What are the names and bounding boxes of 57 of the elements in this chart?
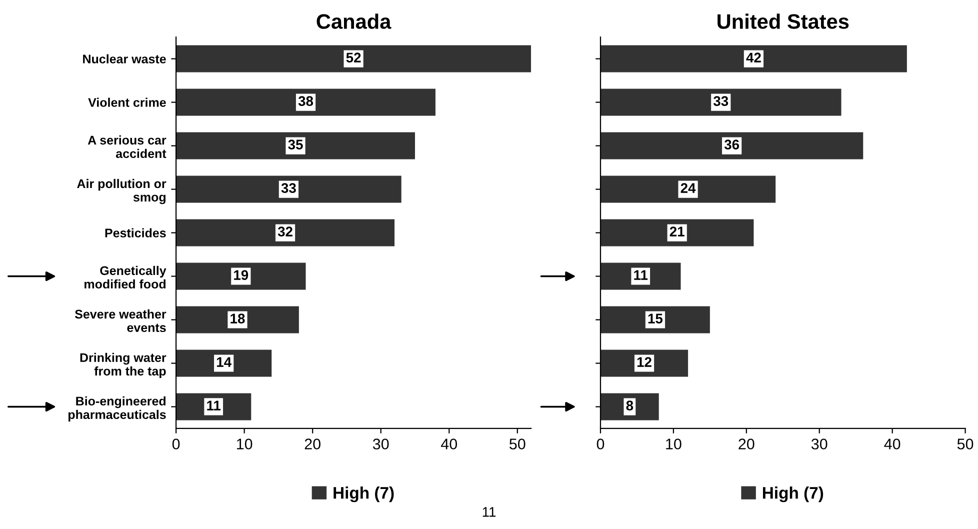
bar (176, 45, 532, 72)
bar (600, 132, 864, 160)
y-tick-label: Drinking water from the tap (80, 352, 166, 378)
y-tick-label: Nuclear waste (83, 54, 166, 64)
legend-label: High (7) (762, 486, 824, 502)
x-tick-label: 20 (304, 438, 320, 450)
x-tick-label: 40 (440, 438, 458, 450)
legend-label: High (7) (334, 486, 394, 502)
bar (600, 88, 842, 116)
y-tick-label: Air pollution or smog (77, 178, 166, 204)
data-label: 35 (288, 140, 303, 150)
data-label: 11 (634, 270, 648, 280)
y-tick-label: Genetically modified food (84, 266, 166, 289)
bar (600, 306, 710, 334)
data-label: 11 (207, 400, 221, 410)
bar (176, 219, 395, 246)
x-tick-label: 10 (236, 438, 252, 450)
x-tick-label: 10 (666, 438, 682, 450)
data-label: 38 (298, 96, 314, 106)
y-tick-label: Pesticides (105, 228, 166, 238)
y-tick-label: Bio-engineered pharmaceuticals (68, 396, 166, 422)
x-tick-label: 50 (510, 438, 526, 450)
data-label: 18 (230, 314, 245, 324)
data-label: 19 (234, 270, 248, 280)
x-tick-label: 50 (957, 438, 974, 450)
data-label: 33 (281, 183, 296, 194)
bar (176, 176, 402, 203)
bar (176, 88, 436, 116)
bar (176, 132, 415, 160)
bar (176, 262, 306, 290)
x-tick-label: 40 (884, 438, 900, 450)
data-label: 32 (278, 226, 292, 237)
x-tick-label: 30 (372, 438, 389, 450)
chart-title: United States (718, 14, 849, 29)
data-label: 14 (216, 357, 232, 367)
data-label: 42 (746, 52, 761, 62)
y-tick-label: Severe weather events (74, 309, 166, 332)
data-label: 21 (670, 226, 684, 236)
x-tick-label: 0 (596, 438, 604, 450)
data-label: 24 (680, 183, 696, 193)
bar (600, 176, 776, 203)
bar (176, 306, 299, 334)
data-label: 36 (724, 140, 740, 150)
data-label: 8 (626, 400, 634, 410)
text: 11 (482, 507, 496, 517)
bar (600, 219, 754, 246)
y-tick-label: A serious car accident (88, 135, 166, 158)
y-tick-label: Violent crime (88, 98, 166, 107)
x-tick-label: 20 (738, 438, 754, 450)
data-label: 12 (637, 357, 652, 367)
data-label: 15 (648, 314, 663, 324)
x-tick-label: 30 (811, 438, 828, 450)
bar (600, 45, 907, 72)
data-label: 33 (713, 96, 728, 106)
data-label: 52 (346, 52, 361, 63)
x-tick-label: 0 (172, 438, 180, 450)
chart-title: Canada (316, 14, 392, 29)
